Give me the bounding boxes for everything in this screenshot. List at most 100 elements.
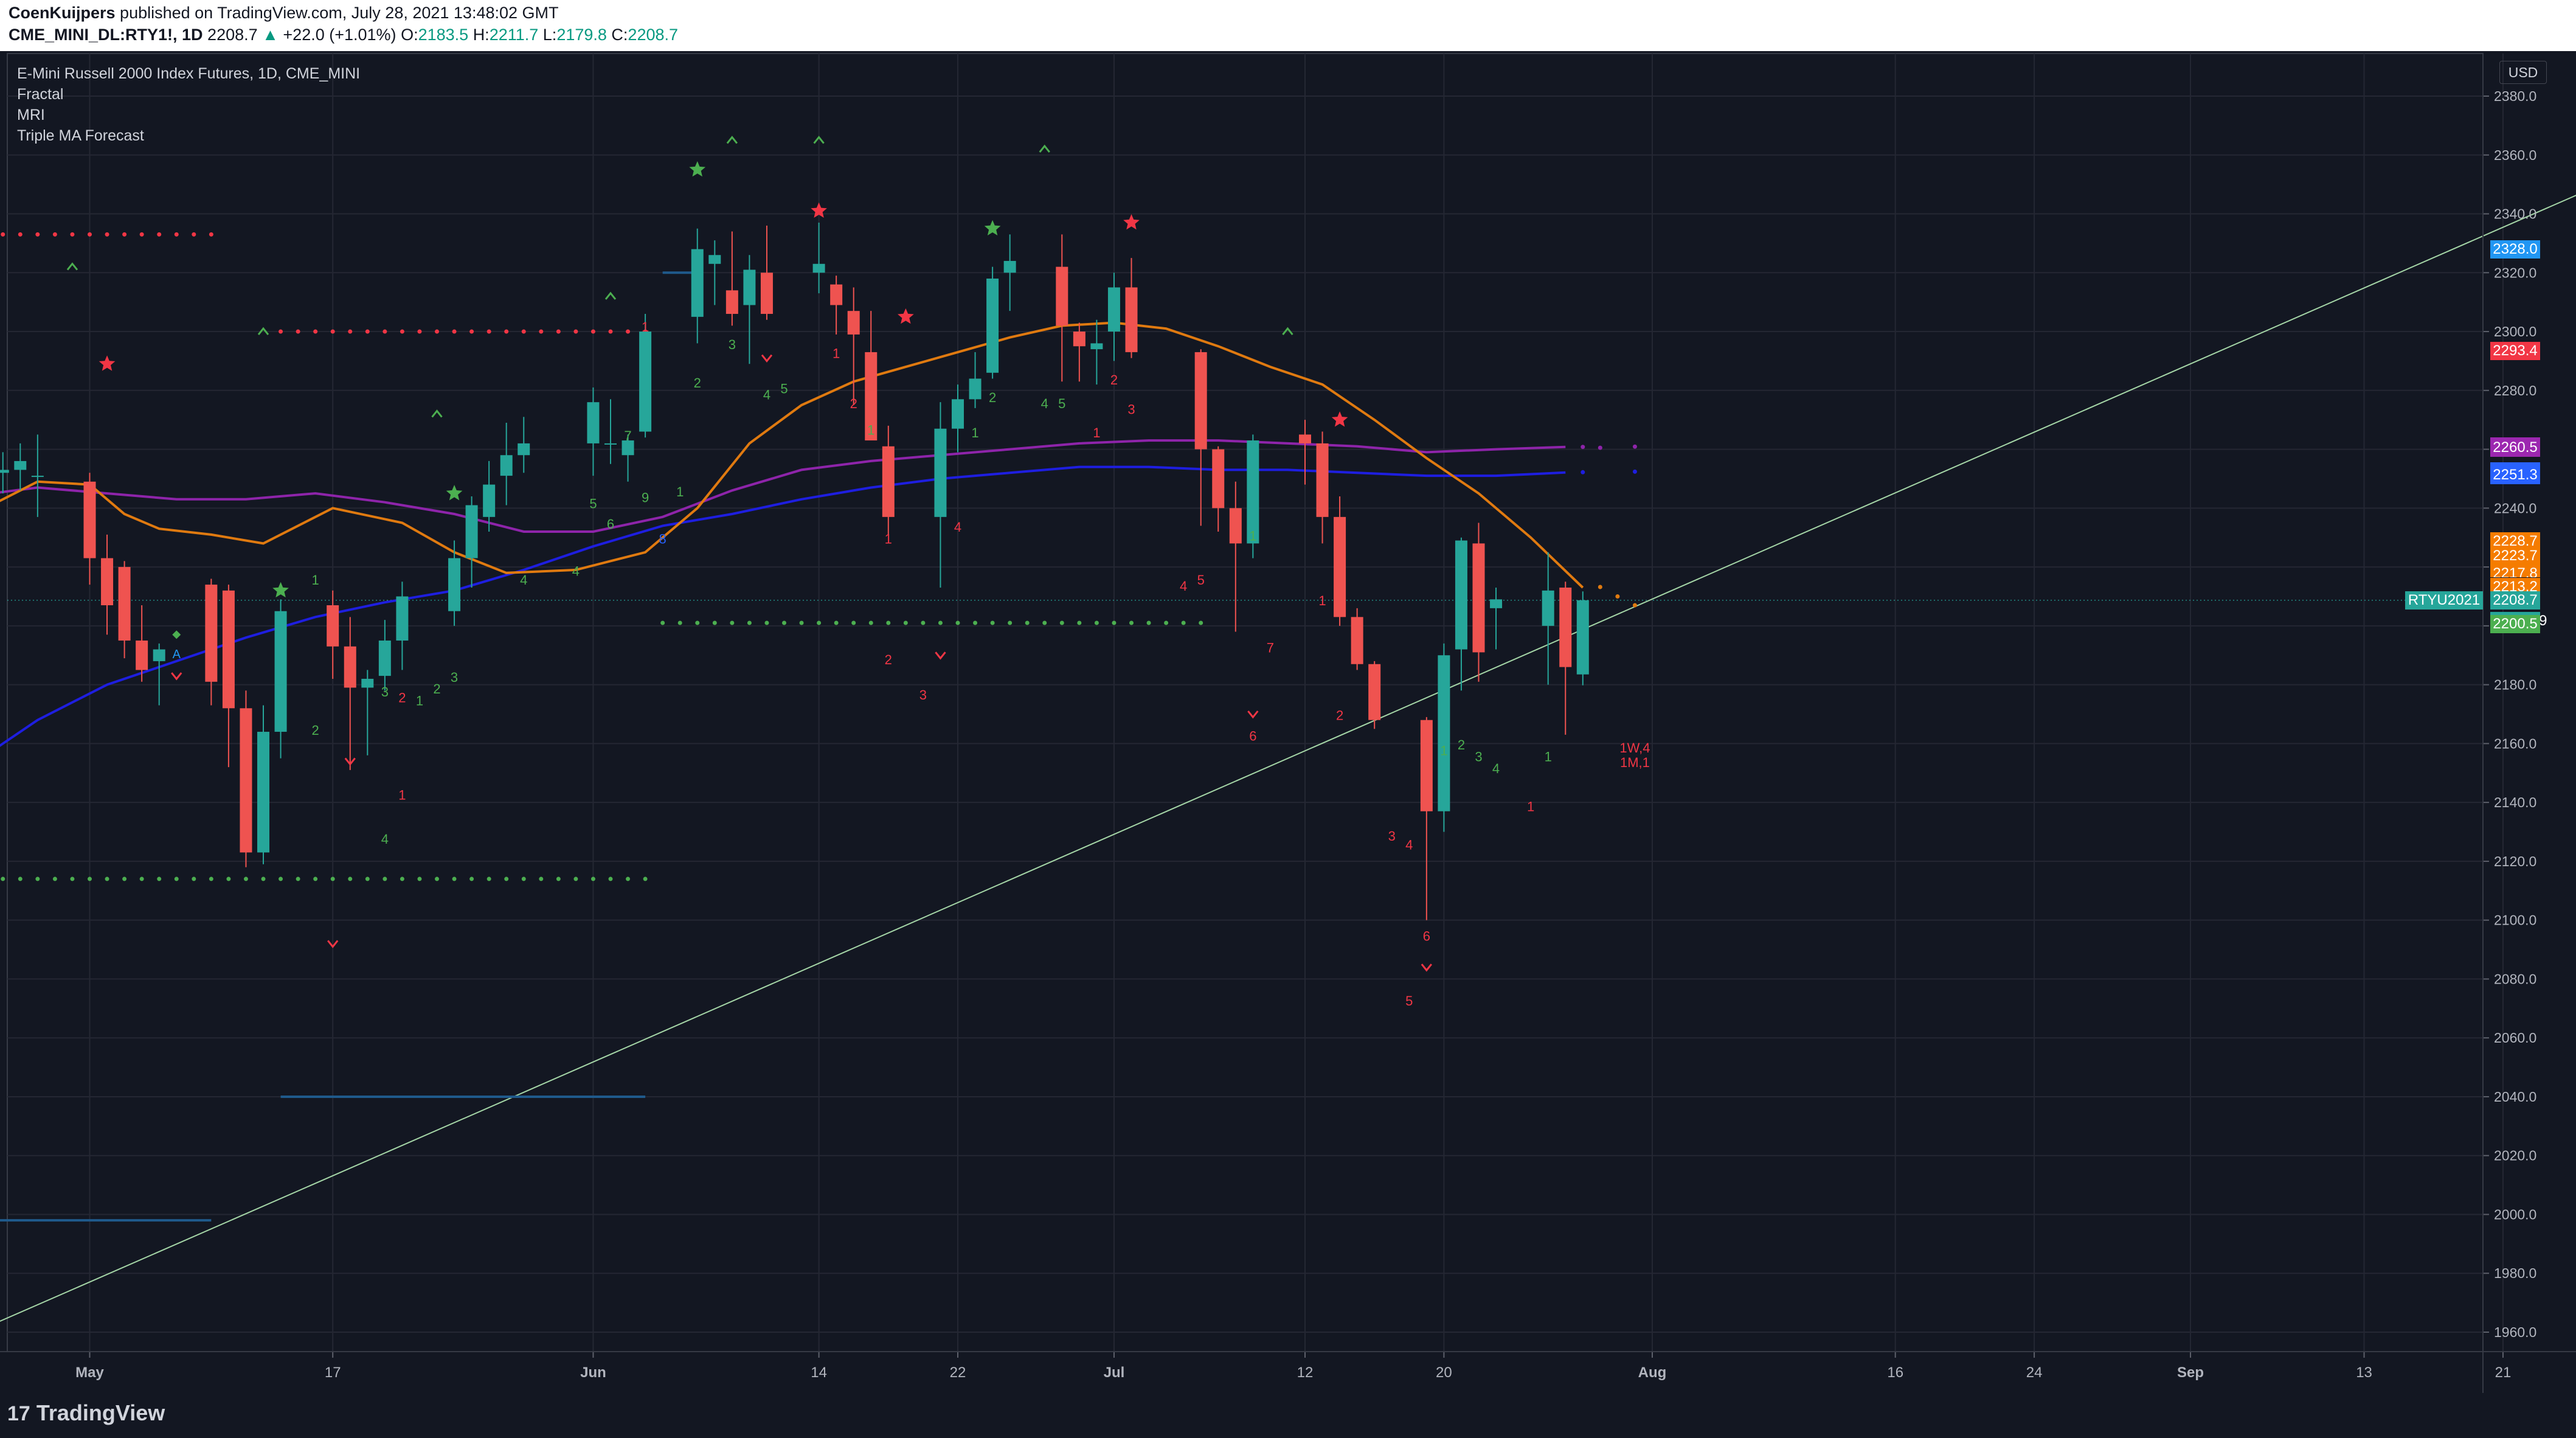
fractal-up-icon bbox=[431, 409, 443, 418]
count-label: 4 bbox=[520, 572, 527, 588]
candle[interactable] bbox=[1194, 349, 1207, 526]
candle[interactable] bbox=[743, 255, 756, 364]
candle[interactable] bbox=[952, 384, 964, 453]
candle[interactable] bbox=[396, 582, 409, 670]
candle[interactable] bbox=[1438, 643, 1450, 832]
candle[interactable] bbox=[1212, 446, 1225, 532]
ma-fast-line-forecast-dot bbox=[1615, 594, 1620, 599]
candle[interactable] bbox=[1490, 587, 1503, 650]
candle[interactable] bbox=[378, 620, 391, 691]
count-label: 1W,4 bbox=[1619, 740, 1650, 755]
legend-indicator-triple-ma[interactable]: Triple MA Forecast bbox=[17, 127, 144, 144]
candle[interactable] bbox=[969, 352, 982, 408]
y-tick-label: 2000.0 bbox=[2494, 1206, 2536, 1222]
candle[interactable] bbox=[14, 443, 27, 491]
level-dot bbox=[52, 877, 57, 881]
candle[interactable] bbox=[1334, 496, 1346, 626]
legend-indicator-fractal[interactable]: Fractal bbox=[17, 86, 64, 103]
candle[interactable] bbox=[760, 225, 773, 320]
candle[interactable] bbox=[986, 266, 999, 379]
candle[interactable] bbox=[483, 460, 496, 532]
candle[interactable] bbox=[344, 617, 356, 770]
candle[interactable] bbox=[708, 240, 721, 305]
candle[interactable] bbox=[136, 605, 148, 682]
candle[interactable] bbox=[83, 473, 96, 585]
count-label: 9 bbox=[642, 490, 649, 505]
level-dot bbox=[174, 232, 179, 237]
count-label: 2 bbox=[1336, 708, 1343, 723]
candle[interactable] bbox=[725, 231, 738, 326]
currency-button[interactable]: USD bbox=[2499, 61, 2547, 84]
candle[interactable] bbox=[621, 434, 634, 482]
candle[interactable] bbox=[604, 399, 617, 464]
candle[interactable] bbox=[1576, 591, 1589, 686]
candle[interactable] bbox=[118, 561, 131, 659]
count-label: 4 bbox=[1492, 761, 1500, 776]
candle[interactable] bbox=[865, 311, 878, 441]
candle[interactable] bbox=[205, 578, 218, 706]
candle[interactable] bbox=[1420, 717, 1433, 920]
level-dot bbox=[157, 232, 162, 237]
candle[interactable] bbox=[465, 496, 478, 588]
count-label: 1 bbox=[1093, 425, 1100, 440]
candle[interactable] bbox=[1316, 431, 1329, 544]
candle[interactable] bbox=[1107, 273, 1120, 361]
author-name[interactable]: CoenKuijpers bbox=[9, 4, 116, 22]
candle[interactable] bbox=[882, 425, 895, 535]
candle[interactable] bbox=[812, 223, 825, 294]
candle[interactable] bbox=[500, 423, 513, 505]
candle-body bbox=[83, 481, 96, 558]
candle-body bbox=[621, 440, 634, 456]
candle[interactable] bbox=[1559, 582, 1572, 735]
candle[interactable] bbox=[847, 287, 860, 405]
candle[interactable] bbox=[1368, 661, 1381, 729]
candle[interactable] bbox=[639, 314, 652, 438]
candle-body bbox=[969, 378, 982, 400]
candle[interactable] bbox=[1247, 434, 1259, 558]
level-dot bbox=[88, 877, 92, 881]
candle-body bbox=[691, 249, 704, 317]
candle[interactable] bbox=[274, 599, 287, 759]
candle[interactable] bbox=[240, 690, 252, 867]
tradingview-logo-icon: 17 bbox=[7, 1402, 30, 1425]
candles[interactable] bbox=[0, 223, 1589, 920]
candle[interactable] bbox=[0, 452, 9, 494]
candle[interactable] bbox=[31, 434, 44, 517]
candle[interactable] bbox=[1299, 420, 1311, 485]
candle[interactable] bbox=[153, 643, 165, 706]
count-label: 3 bbox=[381, 684, 389, 700]
candle[interactable] bbox=[1056, 234, 1068, 382]
candle[interactable] bbox=[257, 705, 269, 864]
level-dot bbox=[747, 620, 752, 625]
tradingview-logo[interactable]: 17 TradingView bbox=[7, 1400, 165, 1426]
candle[interactable] bbox=[1003, 234, 1016, 311]
fractal-down-icon bbox=[344, 757, 356, 766]
candle[interactable] bbox=[934, 402, 947, 588]
candle[interactable] bbox=[327, 590, 339, 679]
candle-body bbox=[136, 641, 148, 670]
candle[interactable] bbox=[1455, 537, 1467, 691]
legend-title[interactable]: E-Mini Russell 2000 Index Futures, 1D, C… bbox=[17, 65, 361, 82]
candle[interactable] bbox=[1125, 258, 1138, 358]
candle[interactable] bbox=[1073, 322, 1085, 382]
candle[interactable] bbox=[361, 670, 374, 755]
candle[interactable] bbox=[691, 228, 704, 344]
level-dot bbox=[539, 329, 544, 334]
candle[interactable] bbox=[1351, 608, 1363, 670]
candle[interactable] bbox=[830, 276, 843, 335]
candle[interactable] bbox=[587, 387, 600, 476]
candle[interactable] bbox=[1542, 552, 1554, 685]
candle[interactable] bbox=[1229, 481, 1242, 632]
fractal-down-icon bbox=[935, 651, 946, 660]
candle[interactable] bbox=[101, 534, 114, 635]
candle[interactable] bbox=[222, 585, 235, 768]
candle[interactable] bbox=[448, 540, 461, 626]
legend-indicator-mri[interactable]: MRI bbox=[17, 106, 45, 123]
y-tick-label: 2340.0 bbox=[2494, 206, 2536, 222]
candle[interactable] bbox=[1472, 523, 1485, 682]
candle-body bbox=[500, 455, 513, 476]
candle[interactable] bbox=[518, 417, 530, 473]
level-dot bbox=[383, 877, 387, 881]
candle[interactable] bbox=[1090, 319, 1103, 385]
